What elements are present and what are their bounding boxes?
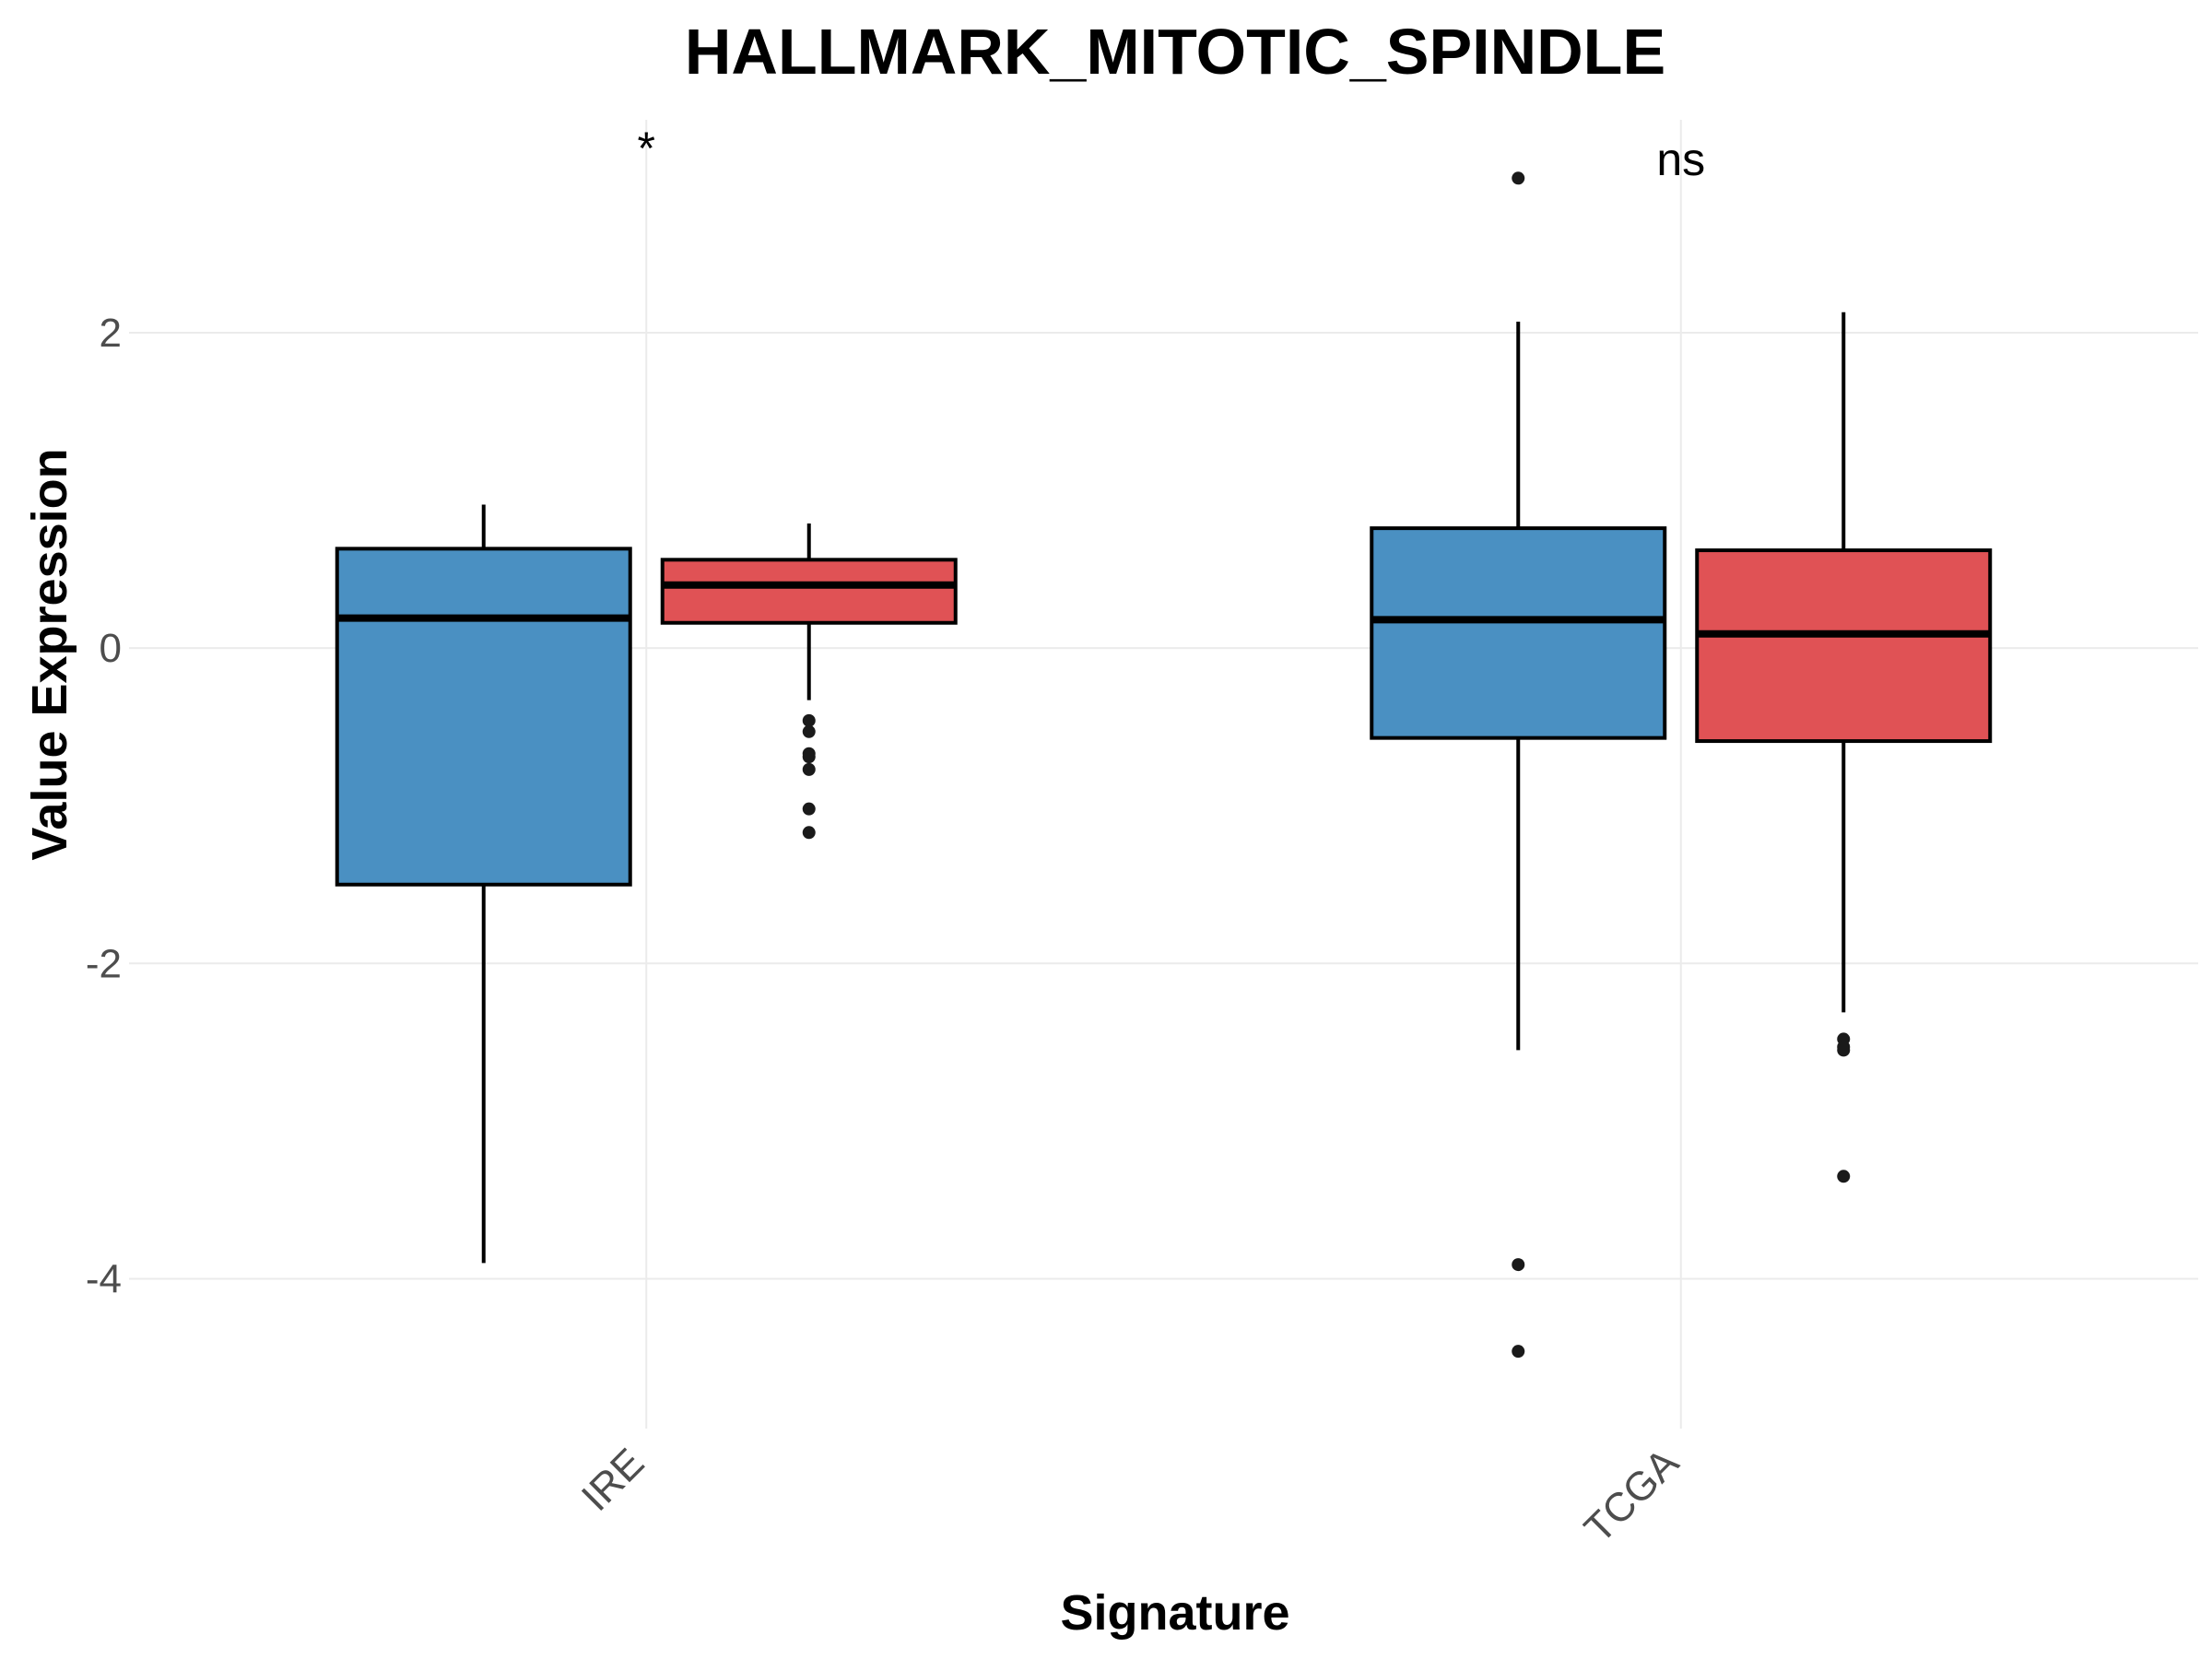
box-body [660,558,958,625]
box-body [335,547,632,887]
x-axis: IRE TCGA [573,1440,1688,1552]
y-tick-label: 0 [100,626,122,671]
x-tick-label: IRE [573,1440,653,1520]
significance-label: ns [1656,134,1705,185]
x-tick-label: TCGA [1576,1440,1688,1552]
outlier-point [1512,1345,1525,1359]
y-axis: -4 -2 0 2 [86,311,122,1302]
outlier-point [802,762,816,776]
box-body [1370,526,1667,740]
chart-title: HALLMARK_MITOTIC_SPINDLE [685,16,1665,88]
outlier-point [802,724,816,738]
box-tcga-blue [1370,171,1667,1359]
box-body [1695,548,1993,744]
y-tick-label: 2 [100,311,122,356]
outlier-point [802,713,816,727]
y-axis-title: Value Expression [22,448,77,860]
outlier-point [802,826,816,840]
annotations: * ns [638,123,1706,185]
y-tick-label: -4 [86,1256,122,1301]
y-tick-label: -2 [86,941,122,986]
x-axis-title: Signature [1060,1585,1289,1641]
box-ire-blue [335,504,632,1264]
outlier-point [1512,171,1525,185]
outlier-point [1837,1170,1851,1183]
significance-label: * [638,123,655,174]
outlier-point [802,802,816,816]
outlier-point [1837,1043,1851,1057]
outlier-point [802,750,816,764]
box-tcga-red [1695,312,1993,1183]
outlier-point [1512,1258,1525,1272]
box-ire-red [660,523,958,840]
boxes [335,171,1993,1359]
